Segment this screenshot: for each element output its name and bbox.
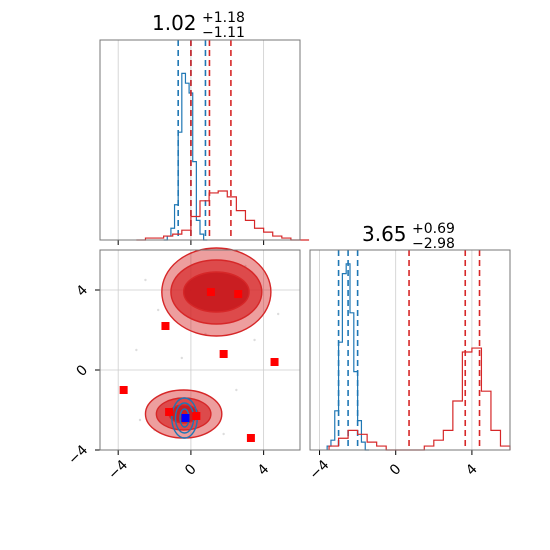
background-sample-point: [180, 356, 184, 360]
panel-frame: [99, 249, 301, 451]
background-sample-point: [253, 338, 256, 342]
red-square-marker: [219, 350, 228, 358]
title-top-left-plus: +1.18: [202, 10, 245, 26]
x-tick-label: 0: [182, 461, 200, 479]
x-tick-label: −4: [307, 457, 333, 483]
x-tick-label: 4: [255, 461, 273, 479]
red-square-marker: [234, 290, 243, 298]
histogram-panel-bottom-right: −4 0 4: [307, 249, 511, 483]
scatter-panel-bottom-left: −4 0 4 −4 0 4: [65, 247, 301, 483]
panel-frame: [309, 249, 511, 451]
y-tick-label: 4: [74, 282, 92, 300]
background-sample-point: [156, 308, 160, 312]
red-density-contour: [182, 271, 250, 313]
background-sample-point: [222, 432, 225, 436]
background-sample-point: [138, 418, 142, 422]
histogram-red: [328, 347, 511, 451]
x-tick-label: −4: [105, 457, 131, 483]
x-tick-label: 0: [387, 461, 405, 479]
red-square-marker: [161, 322, 170, 330]
histogram-red: [136, 190, 310, 241]
histogram-blue: [163, 72, 208, 241]
title-top-left-value: 1.02: [152, 11, 197, 35]
y-tick-label: 0: [74, 362, 92, 380]
background-sample-point: [276, 312, 280, 316]
title-bottom-right-minus: −2.98: [412, 236, 455, 252]
red-square-marker: [270, 358, 279, 366]
blue-square-marker: [181, 414, 190, 422]
y-tick-label: −4: [65, 442, 91, 468]
title-bottom-right-value: 3.65: [362, 222, 407, 246]
title-bottom-right: 3.65 +0.69 −2.98: [362, 221, 455, 252]
red-square-marker: [192, 412, 201, 420]
red-square-marker: [206, 288, 215, 296]
red-square-marker: [246, 434, 255, 442]
background-sample-point: [144, 278, 147, 282]
title-bottom-right-plus: +0.69: [412, 221, 455, 237]
red-square-marker: [165, 408, 174, 416]
background-sample-point: [135, 348, 138, 352]
x-tick-label: 4: [463, 461, 481, 479]
histogram-blue: [326, 263, 370, 451]
panel-frame: [99, 39, 301, 241]
red-square-marker: [119, 386, 128, 394]
background-sample-point: [235, 388, 238, 392]
title-top-left: 1.02 +1.18 −1.11: [152, 10, 245, 41]
title-top-left-minus: −1.11: [202, 25, 245, 41]
histogram-panel-top-left: [99, 39, 310, 245]
